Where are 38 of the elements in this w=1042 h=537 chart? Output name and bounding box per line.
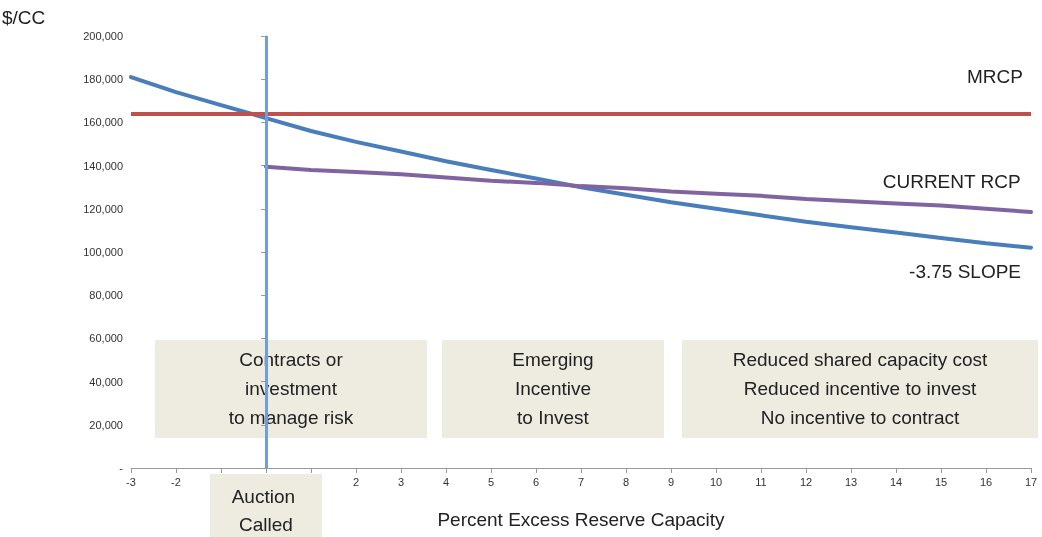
x-tick-label: 13 [844, 475, 858, 488]
x-tick-label: 12 [799, 475, 813, 488]
x-tick-label: 2 [352, 475, 360, 488]
y-tick-label: 20,000 [89, 418, 123, 431]
text-box: Reduced shared capacity cost Reduced incentive to invest No incentive to contract [682, 340, 1038, 438]
y-axis-title: $/CC [2, 7, 46, 28]
x-tick-label: 7 [577, 475, 585, 488]
series-label: -3.75 SLOPE [909, 260, 1021, 282]
y-tick-label: 100,000 [83, 246, 123, 258]
series-label: CURRENT RCP [882, 171, 1021, 193]
x-tick-label: 8 [622, 475, 630, 488]
y-tick-label: 40,000 [89, 375, 123, 388]
x-tick-label: 11 [755, 475, 767, 488]
y-tick-label: 200,000 [83, 30, 123, 42]
x-tick-label: 6 [532, 475, 540, 488]
line-series [264, 164, 1033, 215]
y-tick-label: 180,000 [83, 73, 123, 86]
x-tick-label: 17 [1024, 475, 1038, 488]
x-tick-label: 16 [979, 475, 993, 488]
x-tick-label: 9 [667, 475, 675, 488]
x-axis-title: Percent Excess Reserve Capacity [437, 509, 726, 530]
x-tick-label: 4 [442, 475, 450, 488]
x-tick-label: 15 [934, 475, 948, 488]
y-tick-label: 160,000 [83, 116, 123, 129]
text-box: Emerging Incentive to Invest [442, 340, 664, 438]
ref-line-label: Auction Called [231, 485, 301, 535]
y-tick-label: - [119, 462, 124, 474]
y-tick-label: 120,000 [83, 202, 123, 215]
x-tick-label: -2 [171, 475, 181, 488]
y-tick-label: 80,000 [89, 289, 123, 302]
x-tick-label: -3 [126, 475, 136, 488]
y-tick-label: 140,000 [83, 159, 123, 172]
x-tick-label: 14 [889, 475, 903, 488]
y-tick-label: 60,000 [89, 332, 123, 345]
x-tick-label: 3 [397, 475, 405, 488]
x-tick-label: 10 [709, 475, 723, 488]
ref-line-label: MRCP [967, 65, 1023, 87]
x-tick-label: 5 [487, 475, 495, 488]
